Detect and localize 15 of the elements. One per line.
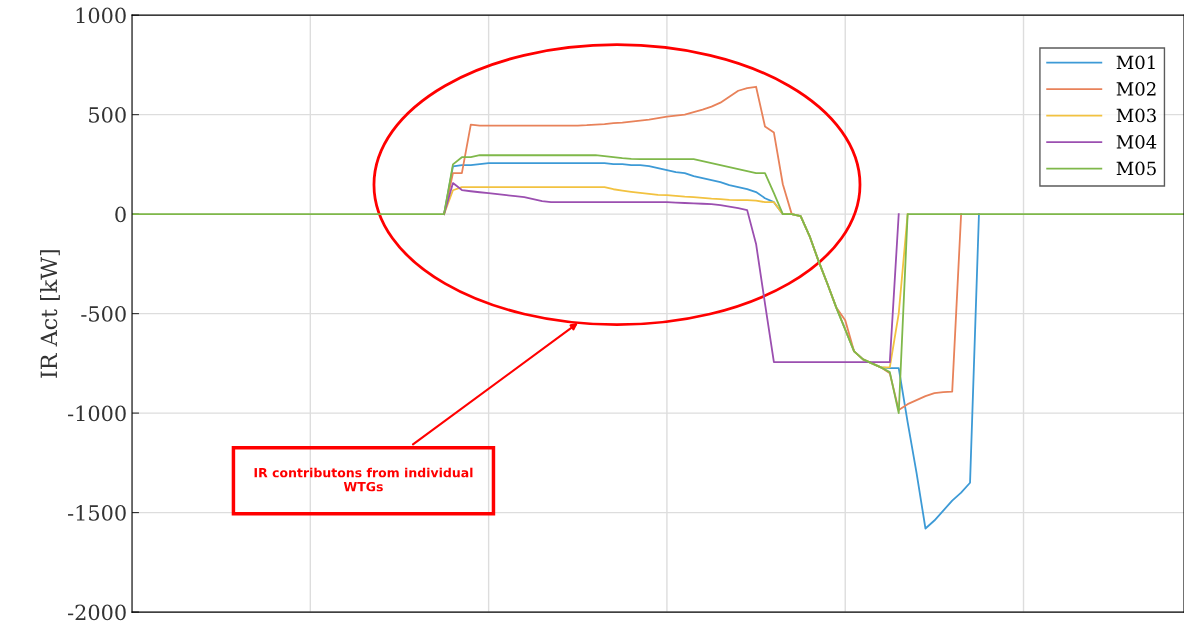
y-axis-title: IR Act [kW] (40, 250, 60, 378)
line-series (132, 154, 1184, 414)
legend-label: M02 (1116, 82, 1156, 96)
y-tick-label: -1000 (68, 405, 126, 422)
legend-label: M03 (1116, 108, 1156, 123)
y-tick-label: -1500 (68, 505, 126, 521)
legend-label: M04 (1116, 135, 1157, 149)
legend-label: M05 (1116, 161, 1156, 176)
y-tick-label: 1000 (76, 7, 126, 24)
legend-label: M01 (1116, 55, 1155, 70)
annotation: IR contributons from individual WTGs (254, 467, 473, 492)
y-tick-label: -2000 (68, 604, 126, 621)
y-tick-label: -500 (81, 306, 126, 322)
y-tick-label: 500 (89, 107, 126, 123)
y-tick-label: 0 (115, 206, 126, 223)
